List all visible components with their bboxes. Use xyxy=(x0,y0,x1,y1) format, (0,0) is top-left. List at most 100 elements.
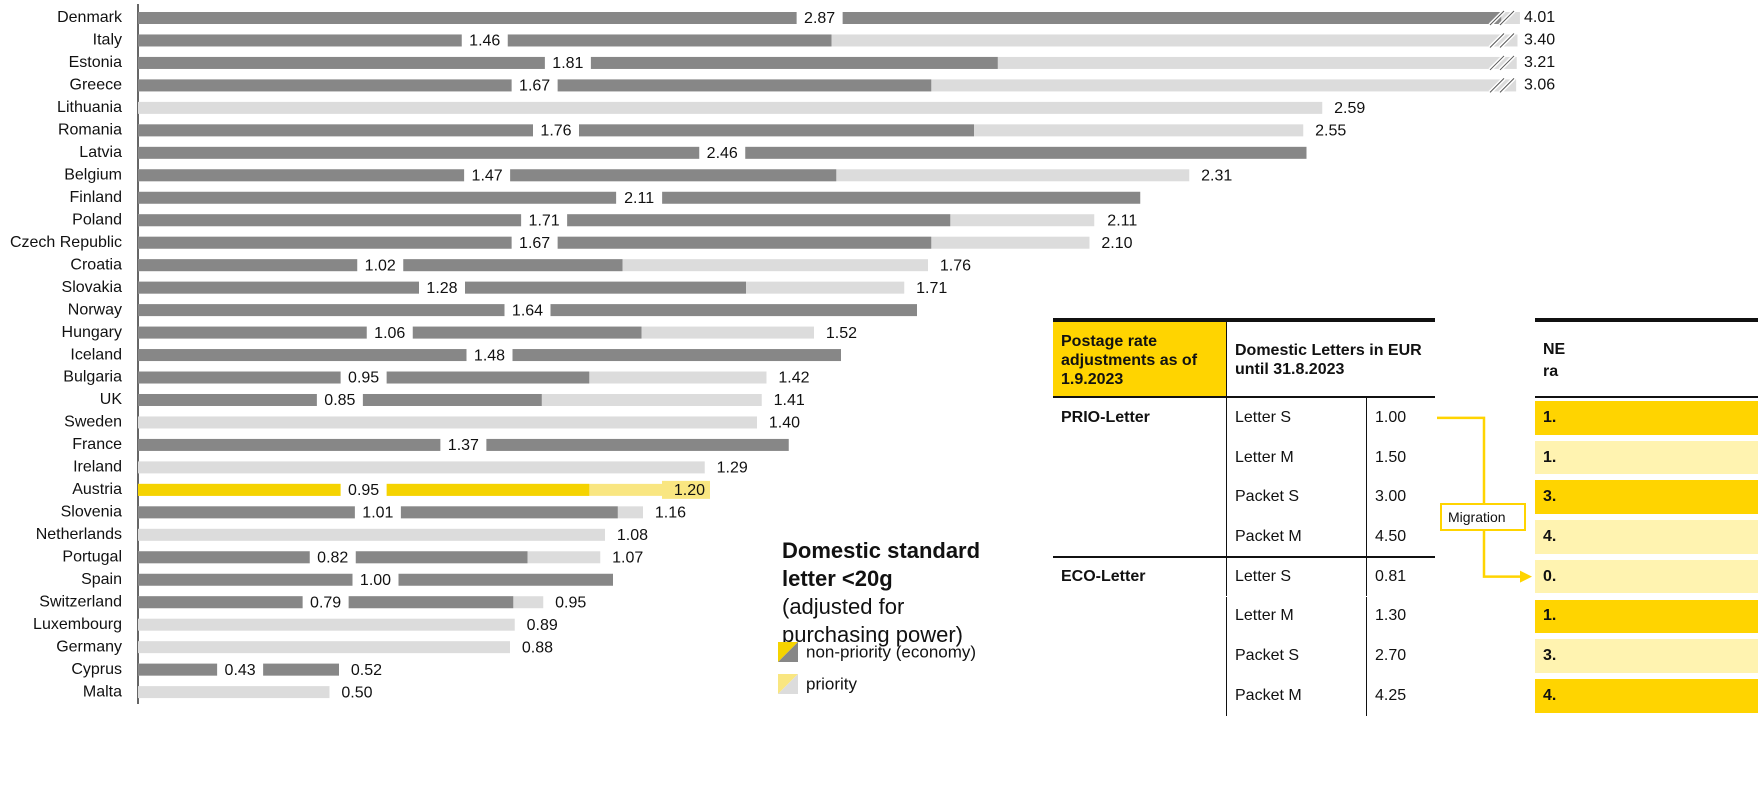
value-label: 1.06 xyxy=(374,325,405,342)
value-label: 0.95 xyxy=(555,594,586,611)
value-label: 4.01 xyxy=(1524,9,1555,26)
value-label: 0.88 xyxy=(522,639,553,656)
label-bg xyxy=(662,480,710,499)
category-label: Spain xyxy=(81,571,122,588)
cell-value: 3.00 xyxy=(1366,477,1435,518)
bar-priority xyxy=(138,618,561,631)
group-rule xyxy=(1053,555,1435,558)
label-bg xyxy=(461,31,508,50)
cell-label: Packet S xyxy=(1226,477,1366,518)
arrow-head xyxy=(1520,570,1532,583)
migration-box: Migration xyxy=(1440,503,1526,532)
new-value: 1. xyxy=(1535,440,1758,475)
value-label: 3.06 xyxy=(1524,77,1555,94)
label-bg xyxy=(354,503,401,522)
label-bg xyxy=(616,188,663,207)
category-label: Lithuania xyxy=(57,99,122,116)
header-cell: ra xyxy=(1543,362,1559,380)
category-label: Estonia xyxy=(69,54,122,71)
value-label: 2.11 xyxy=(1107,212,1137,229)
group-name: PRIO-Letter xyxy=(1061,408,1150,426)
chart-subtitle: (adjusted for purchasing power) xyxy=(782,594,963,647)
value-label: 1.67 xyxy=(519,235,550,252)
category-label: Switzerland xyxy=(39,593,122,610)
category-label: Iceland xyxy=(70,346,122,363)
new-value: 3. xyxy=(1535,480,1758,515)
value-label: 1.01 xyxy=(362,505,393,522)
label-bg xyxy=(766,368,815,387)
value-label: 1.07 xyxy=(612,549,643,566)
cell-label: Letter S xyxy=(1226,398,1366,438)
label-bg xyxy=(1089,233,1138,252)
label-bg xyxy=(928,256,976,275)
value-label: 1.46 xyxy=(469,33,500,50)
label-bg xyxy=(419,278,465,297)
category-label: Malta xyxy=(83,683,122,700)
cell-value: 1.00 xyxy=(1366,398,1435,438)
cell-label: Packet S xyxy=(1226,636,1366,676)
value-label: 0.95 xyxy=(348,370,379,387)
label-bg xyxy=(464,166,511,185)
label-bg xyxy=(643,503,691,522)
category-label: Italy xyxy=(93,32,122,49)
new-value: 1. xyxy=(1535,401,1758,435)
value-label: 2.46 xyxy=(707,145,738,162)
label-bg xyxy=(796,9,843,27)
label-bg xyxy=(329,683,378,702)
axis-break xyxy=(1499,78,1515,93)
bar-priority xyxy=(138,461,751,474)
category-label: Norway xyxy=(68,301,122,318)
value-label: 0.85 xyxy=(324,392,355,409)
value-label: 0.89 xyxy=(527,617,558,634)
category-label: UK xyxy=(100,391,123,408)
bar-priority xyxy=(138,641,556,654)
cell-value: 2.70 xyxy=(1366,636,1435,676)
axis-break xyxy=(1489,55,1505,71)
value-label: 2.55 xyxy=(1315,123,1346,140)
chart-title: Domestic standard letter <20g xyxy=(782,538,980,591)
bar-priority xyxy=(138,528,651,541)
label-bg xyxy=(504,301,551,320)
label-bg xyxy=(600,548,649,567)
category-label: Portugal xyxy=(62,548,122,565)
label-bg xyxy=(366,323,413,342)
new-value: 0. xyxy=(1535,559,1758,594)
value-label: 1.20 xyxy=(674,482,705,499)
category-label: Cyprus xyxy=(71,661,122,678)
bar-priority xyxy=(138,686,376,699)
label-bg xyxy=(533,121,579,140)
category-label: Denmark xyxy=(57,9,123,26)
category-label: France xyxy=(72,436,122,453)
label-bg xyxy=(510,638,558,657)
label-bg xyxy=(339,660,387,679)
category-label: Belgium xyxy=(64,167,122,184)
value-label: 1.64 xyxy=(512,302,543,319)
header-cell: Domestic Letters in EUR until 31.8.2023 xyxy=(1226,322,1435,398)
arrow-line xyxy=(1437,416,1522,578)
cell-label: Packet M xyxy=(1226,517,1366,557)
cell-label: Letter M xyxy=(1226,596,1366,637)
header-rule xyxy=(1535,396,1758,398)
axis-break xyxy=(1489,78,1505,93)
value-label: 1.16 xyxy=(655,505,686,522)
label-bg xyxy=(440,435,487,454)
category-label: Croatia xyxy=(70,256,122,273)
cell-value: 4.50 xyxy=(1366,517,1435,557)
value-label: 1.29 xyxy=(717,460,748,477)
category-label: Slovakia xyxy=(62,279,123,296)
category-label: Poland xyxy=(72,211,122,228)
value-label: 0.79 xyxy=(310,594,341,611)
label-bg xyxy=(511,233,558,252)
value-label: 1.28 xyxy=(426,280,457,297)
label-bg xyxy=(340,480,387,499)
label-bg xyxy=(1303,121,1352,140)
label-bg xyxy=(544,53,591,72)
value-label: 2.59 xyxy=(1334,100,1365,117)
label-bg xyxy=(340,368,387,387)
legend-label: non-priority (economy) xyxy=(806,642,976,661)
label-bg xyxy=(699,143,746,162)
category-label: Austria xyxy=(72,481,122,498)
cell-value: 1.50 xyxy=(1366,437,1435,478)
category-label: Czech Republic xyxy=(10,234,122,251)
